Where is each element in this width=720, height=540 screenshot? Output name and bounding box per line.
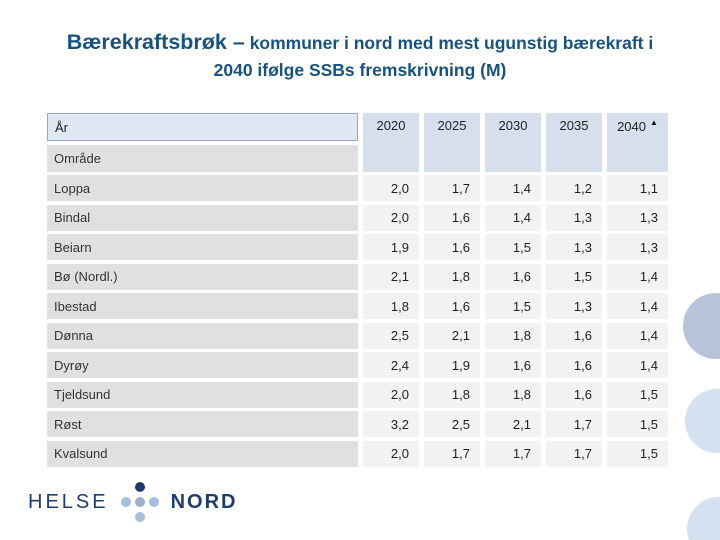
column-header-label: 2030 xyxy=(498,118,528,133)
table-cell: 1,3 xyxy=(546,293,602,319)
table-row-label: Ibestad xyxy=(47,293,358,319)
table-cell: 3,2 xyxy=(363,411,419,437)
decorative-circle-3 xyxy=(687,497,720,540)
column-header-label: 2020 xyxy=(376,118,406,133)
table-cell: 1,3 xyxy=(607,234,668,260)
table-row-label: Dyrøy xyxy=(47,352,358,378)
title-main: Bærekraftsbrøk – xyxy=(66,30,245,54)
title-line-2: 2040 ifølge SSBs fremskrivning (M) xyxy=(213,60,507,80)
table-cell: 1,5 xyxy=(607,440,668,467)
table-cell: 1,6 xyxy=(424,293,480,319)
column-header-label: 2035 xyxy=(559,118,589,133)
helse-nord-logo: HELSE NORD xyxy=(28,482,237,522)
table-cell: 1,3 xyxy=(607,204,668,231)
table-cell: 2,0 xyxy=(363,204,419,231)
table-cell: 1,8 xyxy=(424,381,480,408)
table-cell: 1,3 xyxy=(546,234,602,260)
table-cell: 1,5 xyxy=(546,263,602,290)
table-cell: 1,6 xyxy=(424,204,480,231)
table-cell: 1,7 xyxy=(424,175,480,201)
table-row-label: Bindal xyxy=(47,204,358,231)
table-cell: 1,6 xyxy=(546,322,602,349)
logo-dot-mid-left xyxy=(120,497,131,507)
table-cell: 2,5 xyxy=(363,322,419,349)
table-cell: 2,0 xyxy=(363,440,419,467)
logo-text-nord: NORD xyxy=(170,490,238,513)
title-sub: kommuner i nord med mest ugunstig bærekr… xyxy=(249,33,654,53)
data-table: År Område 2020 2025 2030 2035 2040 ▲ Loppa 2,0 1… xyxy=(47,113,668,467)
decorative-circle-1 xyxy=(683,293,720,359)
slide-title: Bærekraftsbrøk – kommuner i nord med mes… xyxy=(40,28,680,83)
logo-dot-mid-right xyxy=(148,497,159,507)
column-header-2020[interactable]: 2020 xyxy=(363,113,419,172)
table-cell: 1,5 xyxy=(485,293,541,319)
logo-text-helse: HELSE xyxy=(28,490,109,513)
table-cell: 1,6 xyxy=(485,263,541,290)
logo-dot-top xyxy=(134,482,145,492)
table-cell: 1,9 xyxy=(424,352,480,378)
table-cell: 1,6 xyxy=(485,352,541,378)
table-cell: 1,8 xyxy=(424,263,480,290)
table-row-label: Røst xyxy=(47,411,358,437)
column-header-2035[interactable]: 2035 xyxy=(546,113,602,172)
table-cell: 2,1 xyxy=(424,322,480,349)
table-cell: 1,7 xyxy=(424,440,480,467)
table-row-label: Dønna xyxy=(47,322,358,349)
table-cell: 2,0 xyxy=(363,175,419,201)
table-cell: 1,5 xyxy=(485,234,541,260)
table-cell: 2,4 xyxy=(363,352,419,378)
table-cell: 1,7 xyxy=(546,440,602,467)
table-cell: 1,4 xyxy=(485,175,541,201)
logo-dot-bottom xyxy=(134,512,145,522)
table-cell: 1,6 xyxy=(546,381,602,408)
decorative-circle-2 xyxy=(685,389,720,453)
table-cell: 1,9 xyxy=(363,234,419,260)
table-cell: 1,2 xyxy=(546,175,602,201)
table-cell: 2,0 xyxy=(363,381,419,408)
table-cell: 1,5 xyxy=(607,411,668,437)
table-row-label: Bø (Nordl.) xyxy=(47,263,358,290)
column-header-2025[interactable]: 2025 xyxy=(424,113,480,172)
sort-ascending-icon: ▲ xyxy=(650,118,658,127)
table-cell: 1,6 xyxy=(424,234,480,260)
logo-dot-mid-center xyxy=(134,497,145,507)
table-cell: 2,1 xyxy=(363,263,419,290)
table-cell: 1,8 xyxy=(485,322,541,349)
table-cell: 1,8 xyxy=(363,293,419,319)
table-cell: 1,4 xyxy=(607,322,668,349)
table-row-label: Kvalsund xyxy=(47,440,358,467)
area-axis-header: Område xyxy=(47,144,358,172)
table-row-label: Beiarn xyxy=(47,234,358,260)
table-row-label: Loppa xyxy=(47,175,358,201)
table-cell: 1,4 xyxy=(485,204,541,231)
table-cell: 1,1 xyxy=(607,175,668,201)
table-cell: 1,7 xyxy=(485,440,541,467)
table-cell: 1,3 xyxy=(546,204,602,231)
logo-cross-icon xyxy=(120,482,159,522)
column-header-2030[interactable]: 2030 xyxy=(485,113,541,172)
table-row-label: Tjeldsund xyxy=(47,381,358,408)
table-cell: 2,1 xyxy=(485,411,541,437)
column-header-label: 2025 xyxy=(437,118,467,133)
table-cell: 1,7 xyxy=(546,411,602,437)
table-cell: 1,4 xyxy=(607,263,668,290)
table-cell: 1,6 xyxy=(546,352,602,378)
table-cell: 1,4 xyxy=(607,352,668,378)
column-header-2040[interactable]: 2040 ▲ xyxy=(607,113,668,172)
table-cell: 2,5 xyxy=(424,411,480,437)
table-cell: 1,4 xyxy=(607,293,668,319)
column-header-label: 2040 xyxy=(617,119,646,134)
table-cell: 1,8 xyxy=(485,381,541,408)
title-line-1: Bærekraftsbrøk – kommuner i nord med mes… xyxy=(40,28,680,57)
table-cell: 1,5 xyxy=(607,381,668,408)
year-axis-header[interactable]: År xyxy=(47,113,358,141)
